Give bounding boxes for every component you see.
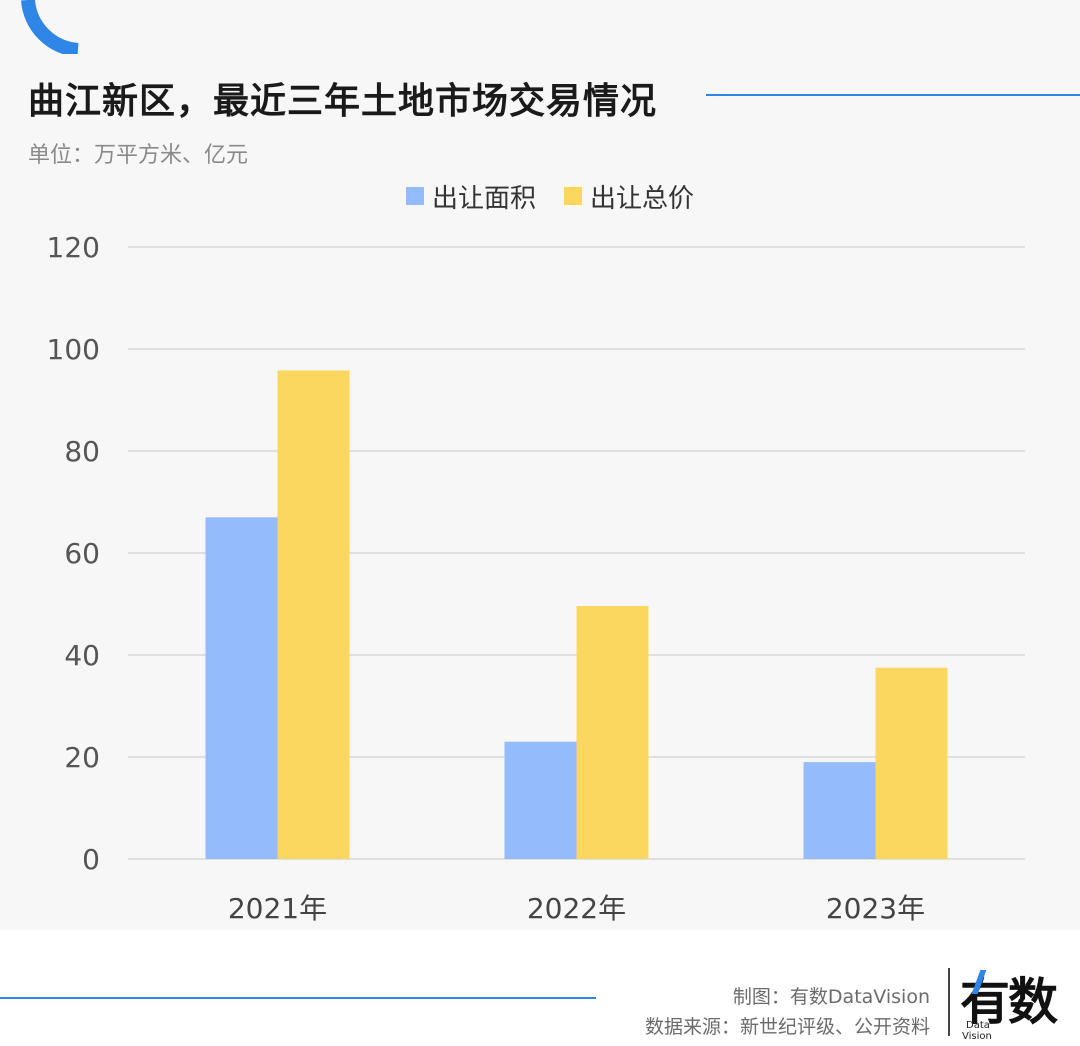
bar-price bbox=[576, 606, 649, 859]
x-tick-label: 2022年 bbox=[527, 892, 626, 925]
bar-area bbox=[205, 517, 278, 859]
chart-title: 曲江新区，最近三年土地市场交易情况 bbox=[28, 81, 658, 122]
bar-price bbox=[277, 370, 350, 859]
logo-sub-vision: Vision bbox=[962, 1031, 992, 1042]
legend-label-area: 出让面积 bbox=[431, 183, 536, 214]
y-tick-label: 100 bbox=[47, 333, 100, 366]
legend: 出让面积 出让总价 bbox=[0, 178, 1080, 214]
bar-area bbox=[504, 741, 577, 859]
bar-area bbox=[803, 762, 876, 859]
x-tick-label: 2021年 bbox=[228, 892, 327, 925]
logo-divider bbox=[948, 968, 950, 1036]
x-tick-label: 2023年 bbox=[826, 892, 925, 925]
y-tick-label: 0 bbox=[82, 843, 100, 876]
legend-item-area: 出让面积 bbox=[405, 178, 536, 215]
credit-maker: 制图：有数DataVision bbox=[732, 986, 930, 1008]
y-tick-label: 40 bbox=[64, 639, 100, 672]
legend-swatch-price bbox=[564, 187, 582, 205]
logo-main-text: 有数 bbox=[960, 973, 1058, 1031]
logo-sub-data: Data bbox=[966, 1020, 990, 1031]
credit-source: 数据来源：新世纪评级、公开资料 bbox=[644, 1016, 930, 1038]
title-rule bbox=[706, 94, 1080, 96]
y-tick-label: 120 bbox=[47, 231, 100, 264]
y-tick-label: 20 bbox=[64, 741, 100, 774]
corner-arc-decoration bbox=[21, 0, 79, 54]
brand-logo: 有数 Data Vision bbox=[960, 962, 1060, 1042]
bar-price bbox=[875, 667, 948, 859]
legend-label-price: 出让总价 bbox=[590, 183, 695, 214]
y-tick-label: 80 bbox=[64, 435, 100, 468]
legend-item-price: 出让总价 bbox=[564, 178, 694, 215]
footer-rule bbox=[0, 997, 596, 999]
legend-swatch-area bbox=[405, 187, 424, 205]
bar-chart: 0 20 40 60 80 100 120 2021年 2022年 2023年 bbox=[47, 231, 1025, 925]
unit-label: 单位：万平方米、亿元 bbox=[28, 143, 249, 168]
y-tick-label: 60 bbox=[64, 537, 100, 570]
